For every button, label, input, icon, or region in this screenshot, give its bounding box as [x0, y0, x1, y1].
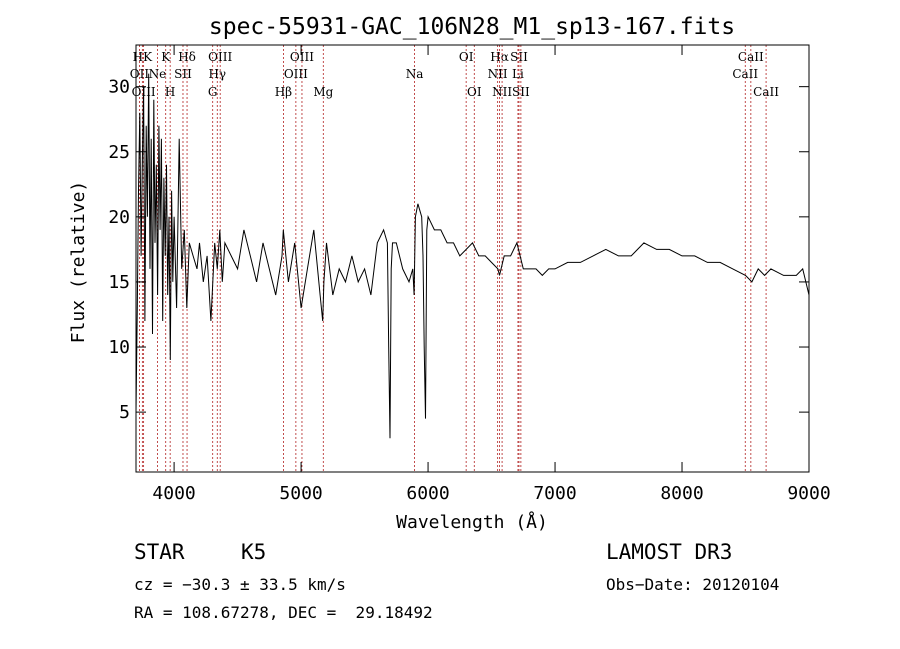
- line-marker-label: HK: [133, 50, 153, 64]
- plot-frame: [135, 44, 810, 473]
- line-marker-label: OI: [467, 85, 482, 99]
- object-subclass: K5: [241, 540, 267, 564]
- line-marker-label: OIII: [208, 50, 232, 64]
- object-class: STAR: [134, 540, 185, 564]
- line-marker-label: CaII: [738, 50, 764, 64]
- survey-name: LAMOST DR3: [606, 540, 733, 564]
- y-tick-label: 15: [108, 272, 130, 293]
- line-marker-label: Ne: [149, 67, 167, 81]
- line-marker-label: Hα: [490, 50, 509, 64]
- y-tick-label: 10: [108, 337, 130, 358]
- y-axis: 5 10 15 20 25 30: [108, 77, 809, 423]
- line-marker-label: G: [208, 85, 218, 99]
- x-tick-label: 6000: [406, 483, 449, 504]
- line-marker-label: OIII: [284, 67, 308, 81]
- y-tick-label: 30: [108, 77, 130, 98]
- line-marker-label: CaII: [753, 85, 779, 99]
- line-marker-label: OII: [130, 67, 150, 81]
- line-marker-label: K: [161, 50, 171, 64]
- line-marker-label: Mg: [313, 85, 333, 99]
- x-tick-label: 4000: [152, 483, 195, 504]
- y-tick-label: 20: [108, 207, 130, 228]
- redshift-cz: cz = −30.3 ± 33.5 km/s: [134, 575, 346, 594]
- line-marker-label: SII: [512, 85, 530, 99]
- line-marker-label: Hδ: [178, 50, 196, 64]
- line-marker-label: CaII: [732, 67, 758, 81]
- y-axis-label: Flux (relative): [68, 181, 89, 344]
- line-marker-label: OIII: [290, 50, 314, 64]
- x-tick-label: 9000: [787, 483, 830, 504]
- x-tick-label: 7000: [533, 483, 576, 504]
- x-tick-label: 5000: [279, 483, 322, 504]
- line-marker-label: H: [165, 85, 175, 99]
- ra-dec-coordinates: RA = 108.67278, DEC = 29.18492: [134, 603, 433, 622]
- observation-date: Obs−Date: 20120104: [606, 575, 780, 594]
- line-marker-label: Li: [512, 67, 524, 81]
- chart-title: spec-55931-GAC_106N28_M1_sp13-167.fits: [209, 14, 735, 40]
- line-marker-label: SII: [174, 67, 192, 81]
- line-marker-label: Hβ: [275, 85, 292, 99]
- x-tick-label: 8000: [660, 483, 703, 504]
- line-marker-label: Hγ: [208, 67, 226, 81]
- x-axis: 4000 5000 6000 7000 8000 9000: [152, 45, 831, 504]
- line-marker-label: SII: [510, 50, 528, 64]
- line-marker-label: NII: [492, 85, 512, 99]
- spectrum-line: [135, 73, 810, 439]
- y-tick-label: 5: [119, 402, 130, 423]
- line-marker-label: OI: [459, 50, 474, 64]
- line-marker-label: NII: [488, 67, 508, 81]
- line-marker-label: Na: [406, 67, 424, 81]
- x-axis-label: Wavelength (Å): [396, 511, 548, 533]
- y-tick-label: 25: [108, 142, 130, 163]
